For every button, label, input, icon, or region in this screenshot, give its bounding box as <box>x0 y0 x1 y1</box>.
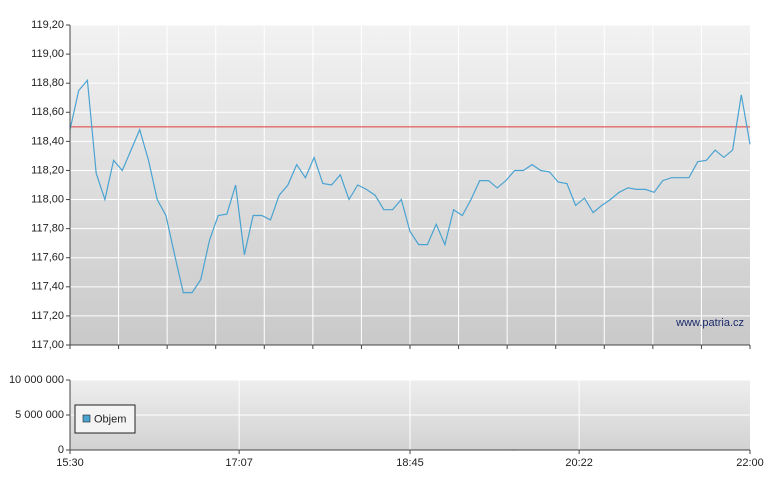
price-line <box>69 78 751 294</box>
y-tick-label: 117,60 <box>31 252 64 264</box>
y-tick-label: 0 <box>58 444 64 456</box>
y-tick-label: 117,00 <box>31 339 64 351</box>
legend-swatch <box>82 414 91 423</box>
x-tick-label: 22:00 <box>736 457 764 469</box>
x-tick-label: 15:30 <box>56 457 84 469</box>
y-tick-label: 118,60 <box>31 106 64 118</box>
y-tick-label: 118,80 <box>31 77 64 89</box>
x-tick-label: 18:45 <box>396 457 424 469</box>
y-tick-label: 118,00 <box>31 193 64 205</box>
y-tick-label: 119,20 <box>31 19 64 31</box>
y-tick-label: 117,40 <box>31 281 64 293</box>
y-tick-label: 118,40 <box>31 135 64 147</box>
watermark: www.patria.cz <box>675 317 744 329</box>
y-tick-label: 5 000 000 <box>15 409 64 421</box>
y-tick-label: 117,80 <box>31 223 64 235</box>
y-tick-label: 118,20 <box>31 164 64 176</box>
y-tick-label: 119,00 <box>31 48 64 60</box>
x-tick-label: 20:22 <box>565 457 593 469</box>
legend-label: Objem <box>94 413 126 425</box>
x-tick-label: 17:07 <box>225 457 253 469</box>
y-tick-label: 117,20 <box>31 310 64 322</box>
y-tick-label: 10 000 000 <box>9 374 64 386</box>
